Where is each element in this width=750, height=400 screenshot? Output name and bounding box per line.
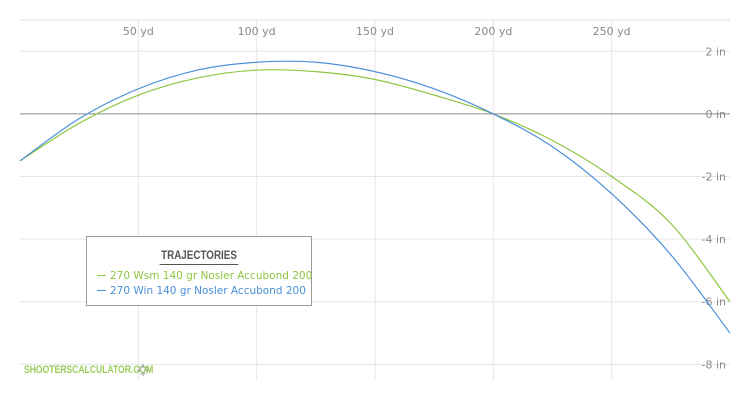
y-tick-label: -8 in	[702, 358, 727, 371]
legend-swatch-win	[97, 289, 106, 291]
series-lines	[19, 60, 731, 334]
watermark-logo[interactable]: SHOOTERSCALCULATOR.COM	[24, 364, 154, 376]
y-tick-label: 0 in	[705, 108, 726, 121]
y-axis-ticks: 2 in 0 in -2 in -4 in -6 in -8 in	[702, 45, 727, 371]
x-tick-label: 100 yd	[238, 25, 276, 38]
y-tick-label: 2 in	[705, 45, 726, 58]
y-tick-label: -6 in	[702, 296, 727, 309]
legend: TRAJECTORIES 270 Wsm 140 gr Nosler Accub…	[86, 236, 312, 306]
series-line-270-wsm	[19, 69, 731, 303]
legend-label-win: 270 Win 140 gr Nosler Accubond 200	[110, 285, 306, 297]
legend-title-text: TRAJECTORIES	[159, 248, 239, 265]
y-tick-label: -2 in	[702, 171, 727, 184]
x-axis-ticks: 50 yd 100 yd 150 yd 200 yd 250 yd	[123, 25, 631, 38]
legend-title: TRAJECTORIES	[107, 248, 291, 265]
y-tick-label: -4 in	[702, 233, 727, 246]
x-tick-label: 250 yd	[593, 25, 631, 38]
x-tick-label: 150 yd	[356, 25, 394, 38]
crosshair-icon	[137, 364, 149, 376]
legend-item-wsm[interactable]: 270 Wsm 140 gr Nosler Accubond 200	[97, 270, 312, 282]
x-tick-label: 50 yd	[123, 25, 154, 38]
legend-item-win[interactable]: 270 Win 140 gr Nosler Accubond 200	[97, 285, 306, 297]
series-line-270-win	[19, 60, 731, 334]
legend-swatch-wsm	[97, 274, 106, 276]
x-tick-label: 200 yd	[474, 25, 512, 38]
legend-label-wsm: 270 Wsm 140 gr Nosler Accubond 200	[110, 270, 313, 282]
